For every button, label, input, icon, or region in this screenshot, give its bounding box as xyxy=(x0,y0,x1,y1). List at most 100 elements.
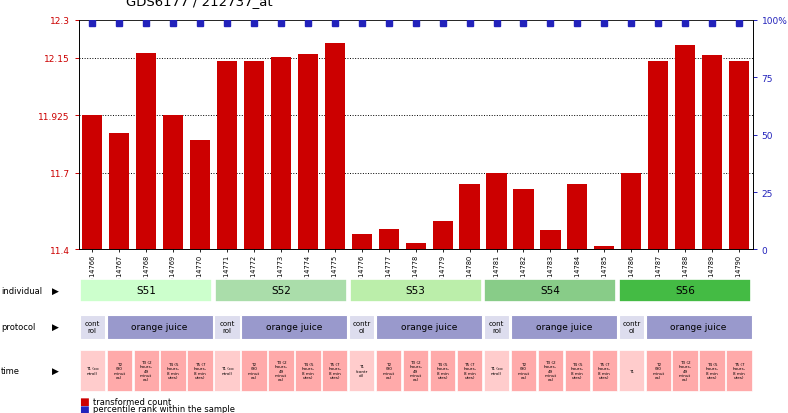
Bar xyxy=(729,62,749,250)
Bar xyxy=(648,62,668,250)
Bar xyxy=(541,231,560,250)
Text: orange juice: orange juice xyxy=(132,323,188,332)
Bar xyxy=(537,350,563,392)
Bar xyxy=(645,350,671,392)
Text: T1 (co
ntrol): T1 (co ntrol) xyxy=(86,366,98,375)
Bar xyxy=(376,350,401,392)
Text: T4 (5
hours,
8 min
utes): T4 (5 hours, 8 min utes) xyxy=(706,362,719,379)
Text: T1
(contr
ol): T1 (contr ol) xyxy=(355,364,368,377)
Bar xyxy=(349,316,374,339)
Text: orange juice: orange juice xyxy=(401,323,457,332)
Text: T5 (7
hours,
8 min
utes): T5 (7 hours, 8 min utes) xyxy=(733,362,745,379)
Text: cont
rol: cont rol xyxy=(219,320,235,334)
Bar xyxy=(619,316,644,339)
Bar xyxy=(406,244,426,250)
Bar xyxy=(350,279,481,302)
Bar xyxy=(82,116,102,250)
Bar xyxy=(619,279,751,302)
Bar xyxy=(325,43,345,250)
Text: T4 (5
hours,
8 min
utes): T4 (5 hours, 8 min utes) xyxy=(437,362,449,379)
Bar xyxy=(241,350,266,392)
Bar xyxy=(80,350,105,392)
Bar xyxy=(403,350,429,392)
Text: T3 (2
hours,
49
minut
es): T3 (2 hours, 49 minut es) xyxy=(409,360,422,381)
Text: S54: S54 xyxy=(541,286,560,296)
Bar xyxy=(378,230,399,250)
Bar xyxy=(80,279,212,302)
Text: cont
rol: cont rol xyxy=(84,320,100,334)
Bar xyxy=(296,350,321,392)
Bar xyxy=(241,316,348,339)
Bar xyxy=(217,62,237,250)
Bar xyxy=(459,185,480,250)
Bar xyxy=(594,246,615,250)
Bar xyxy=(567,185,588,250)
Bar xyxy=(484,316,509,339)
Text: T5 (7
hours,
8 min
utes): T5 (7 hours, 8 min utes) xyxy=(598,362,611,379)
Bar xyxy=(484,350,509,392)
Bar xyxy=(322,350,348,392)
Bar xyxy=(592,350,617,392)
Text: orange juice: orange juice xyxy=(536,323,592,332)
Text: T2
(90
minut
es): T2 (90 minut es) xyxy=(383,362,395,379)
Bar xyxy=(486,173,507,250)
Text: protocol: protocol xyxy=(1,323,35,332)
Text: cont
rol: cont rol xyxy=(489,320,504,334)
Bar xyxy=(511,350,536,392)
Text: T3 (2
hours,
49
minut
es): T3 (2 hours, 49 minut es) xyxy=(544,360,557,381)
Bar xyxy=(485,279,616,302)
Text: T1 (co
ntrol): T1 (co ntrol) xyxy=(221,366,233,375)
Bar xyxy=(133,350,159,392)
Text: time: time xyxy=(1,366,20,375)
Text: percentile rank within the sample: percentile rank within the sample xyxy=(93,404,235,413)
Bar xyxy=(215,279,347,302)
Bar xyxy=(376,316,482,339)
Bar xyxy=(190,140,210,250)
Text: S56: S56 xyxy=(675,286,695,296)
Bar xyxy=(645,316,752,339)
Bar xyxy=(243,62,264,250)
Bar xyxy=(106,316,213,339)
Bar xyxy=(271,57,291,250)
Bar xyxy=(163,116,184,250)
Text: T3 (2
hours,
49
minut
es): T3 (2 hours, 49 minut es) xyxy=(274,360,288,381)
Bar xyxy=(214,316,240,339)
Text: transformed count: transformed count xyxy=(93,397,171,406)
Text: S52: S52 xyxy=(271,286,291,296)
Bar xyxy=(80,316,105,339)
Text: T3 (2
hours,
49
minut
es): T3 (2 hours, 49 minut es) xyxy=(139,360,153,381)
Text: S51: S51 xyxy=(136,286,156,296)
Bar xyxy=(109,134,129,250)
Text: ▶: ▶ xyxy=(52,286,59,295)
Text: GDS6177 / 212737_at: GDS6177 / 212737_at xyxy=(126,0,273,8)
Bar xyxy=(511,316,617,339)
Bar xyxy=(268,350,294,392)
Text: ▶: ▶ xyxy=(52,366,59,375)
Text: T4 (5
hours,
8 min
utes): T4 (5 hours, 8 min utes) xyxy=(571,362,584,379)
Bar xyxy=(106,350,132,392)
Bar xyxy=(513,190,533,250)
Text: orange juice: orange juice xyxy=(266,323,322,332)
Text: ■: ■ xyxy=(79,404,88,413)
Text: T1: T1 xyxy=(629,369,634,373)
Bar xyxy=(702,56,723,250)
Bar xyxy=(672,350,698,392)
Text: ▶: ▶ xyxy=(52,323,59,332)
Bar xyxy=(675,46,695,250)
Text: T2
(90
minut
es): T2 (90 minut es) xyxy=(113,362,125,379)
Text: T4 (5
hours,
8 min
utes): T4 (5 hours, 8 min utes) xyxy=(167,362,180,379)
Bar xyxy=(136,54,156,250)
Bar xyxy=(298,55,318,250)
Text: T5 (7
hours,
8 min
utes): T5 (7 hours, 8 min utes) xyxy=(194,362,206,379)
Text: T2
(90
minut
es): T2 (90 minut es) xyxy=(518,362,530,379)
Bar xyxy=(430,350,455,392)
Text: T2
(90
minut
es): T2 (90 minut es) xyxy=(652,362,664,379)
Text: contr
ol: contr ol xyxy=(353,320,371,334)
Text: T4 (5
hours,
8 min
utes): T4 (5 hours, 8 min utes) xyxy=(302,362,314,379)
Text: ■: ■ xyxy=(79,396,88,406)
Text: contr
ol: contr ol xyxy=(623,320,641,334)
Bar xyxy=(433,222,453,250)
Bar xyxy=(621,173,641,250)
Bar xyxy=(700,350,725,392)
Text: individual: individual xyxy=(1,286,42,295)
